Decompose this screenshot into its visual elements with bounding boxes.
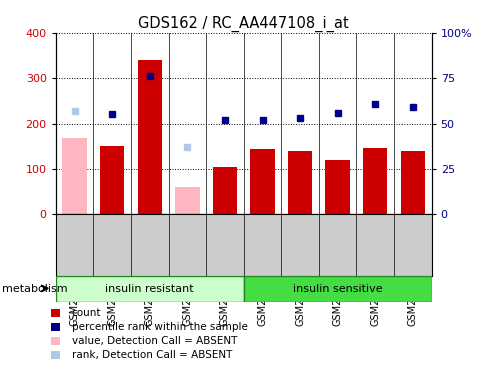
Text: rank, Detection Call = ABSENT: rank, Detection Call = ABSENT xyxy=(72,350,232,360)
Bar xyxy=(243,276,431,302)
Bar xyxy=(137,60,162,214)
Title: GDS162 / RC_AA447108_i_at: GDS162 / RC_AA447108_i_at xyxy=(138,15,348,31)
Bar xyxy=(175,187,199,214)
Bar xyxy=(62,138,87,214)
Text: insulin sensitive: insulin sensitive xyxy=(292,284,382,294)
Text: insulin resistant: insulin resistant xyxy=(105,284,194,294)
Text: value, Detection Call = ABSENT: value, Detection Call = ABSENT xyxy=(72,336,237,346)
Bar xyxy=(400,151,424,214)
Bar xyxy=(56,276,243,302)
Bar xyxy=(363,149,387,214)
Text: count: count xyxy=(72,308,101,318)
Bar xyxy=(250,149,274,214)
Bar xyxy=(325,160,349,214)
Text: metabolism: metabolism xyxy=(2,284,68,294)
Text: percentile rank within the sample: percentile rank within the sample xyxy=(72,322,247,332)
Bar xyxy=(100,146,124,214)
Bar xyxy=(212,167,237,214)
Bar xyxy=(287,151,312,214)
